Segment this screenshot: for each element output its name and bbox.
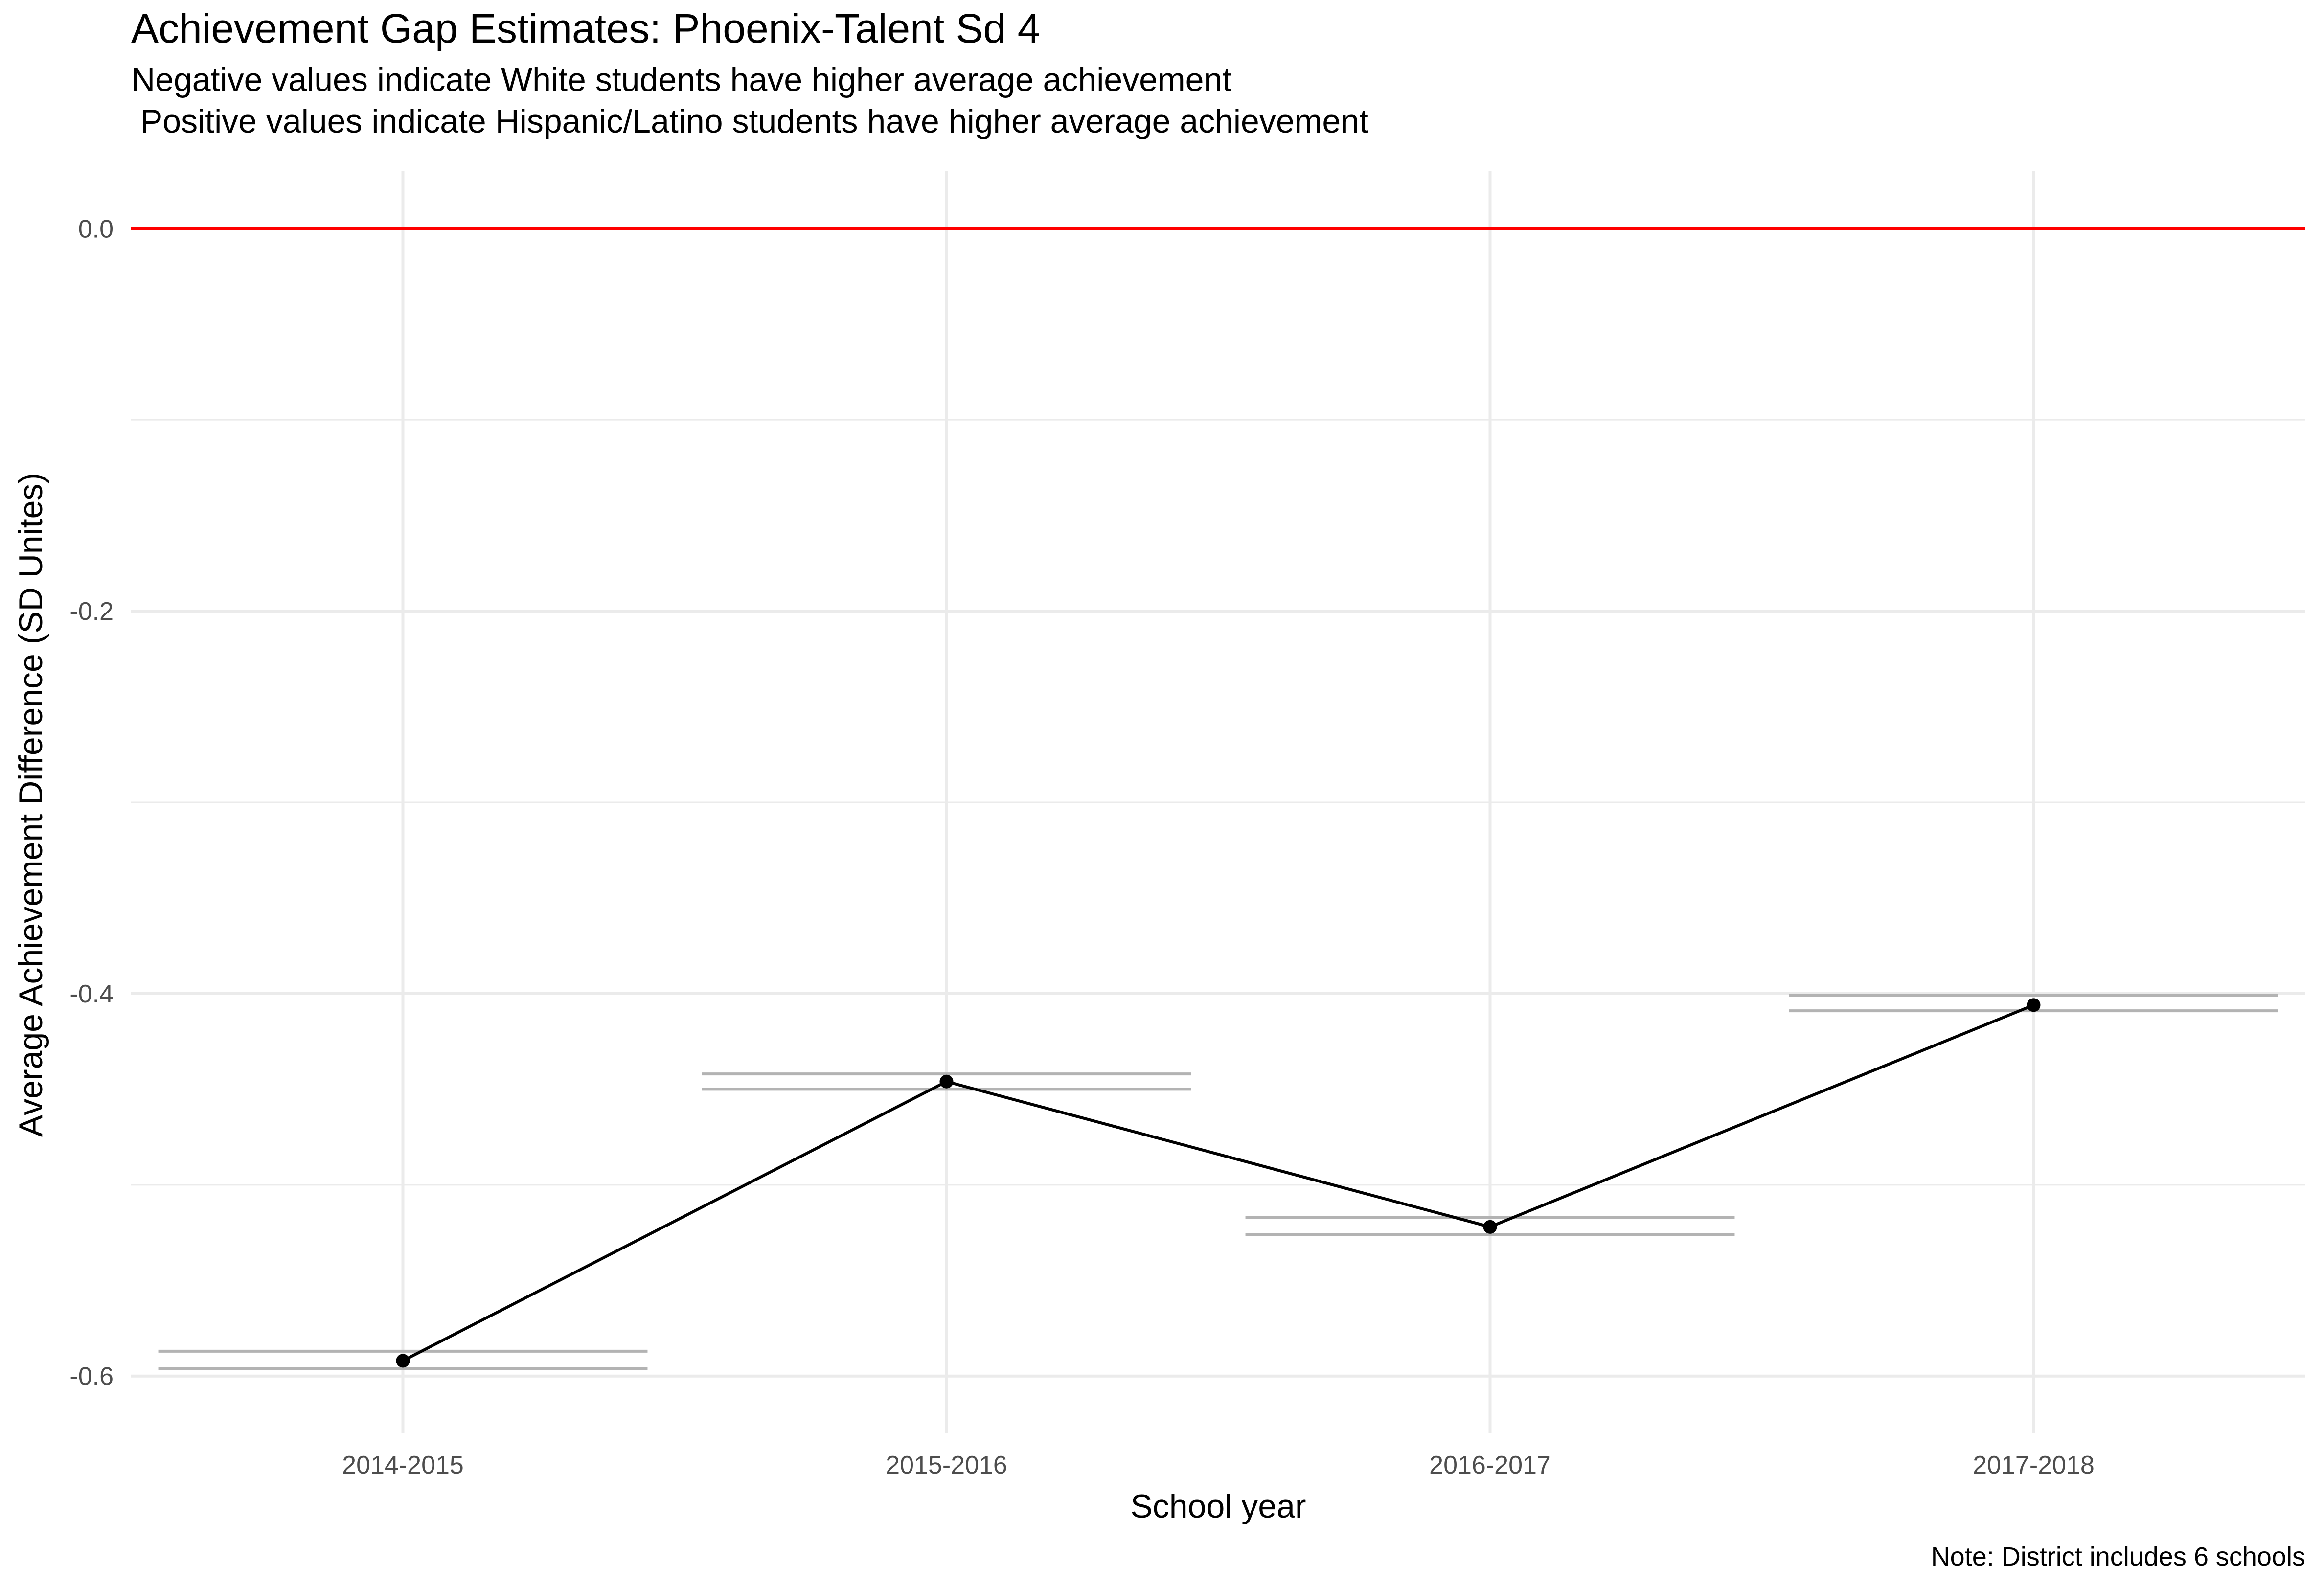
caption: Note: District includes 6 schools — [1931, 1542, 2305, 1571]
y-tick-label: 0.0 — [78, 215, 114, 243]
chart-subtitle-line-1: Negative values indicate White students … — [131, 61, 1232, 98]
error-bars — [158, 994, 2278, 1370]
series — [396, 998, 2041, 1368]
grid — [131, 171, 2305, 1433]
tick-labels: 0.0 -0.2 -0.4 -0.6 2014-2015 2015-2016 2016-20… — [69, 215, 2094, 1479]
y-axis-title: Average Achievement Difference (SD Unite… — [12, 473, 49, 1137]
x-tick-label: 2016-2017 — [1429, 1451, 1551, 1479]
y-tick-label: -0.6 — [69, 1363, 114, 1391]
y-tick-label: -0.4 — [69, 980, 114, 1008]
data-point — [1483, 1220, 1497, 1234]
x-tick-label: 2015-2016 — [886, 1451, 1007, 1479]
y-tick-label: -0.2 — [69, 597, 114, 626]
x-axis-title: School year — [1130, 1488, 1306, 1525]
data-point — [396, 1354, 410, 1368]
data-point — [939, 1074, 954, 1089]
data-point — [2027, 998, 2041, 1012]
series-line — [402, 1003, 2034, 1363]
title-block: Achievement Gap Estimates: Phoenix-Talen… — [131, 5, 1368, 142]
chart-title: Achievement Gap Estimates: Phoenix-Talen… — [131, 5, 1041, 51]
chart-subtitle-line-2: Positive values indicate Hispanic/Latino… — [131, 102, 1368, 140]
x-tick-label: 2014-2015 — [342, 1451, 464, 1479]
x-tick-label: 2017-2018 — [1973, 1451, 2095, 1479]
